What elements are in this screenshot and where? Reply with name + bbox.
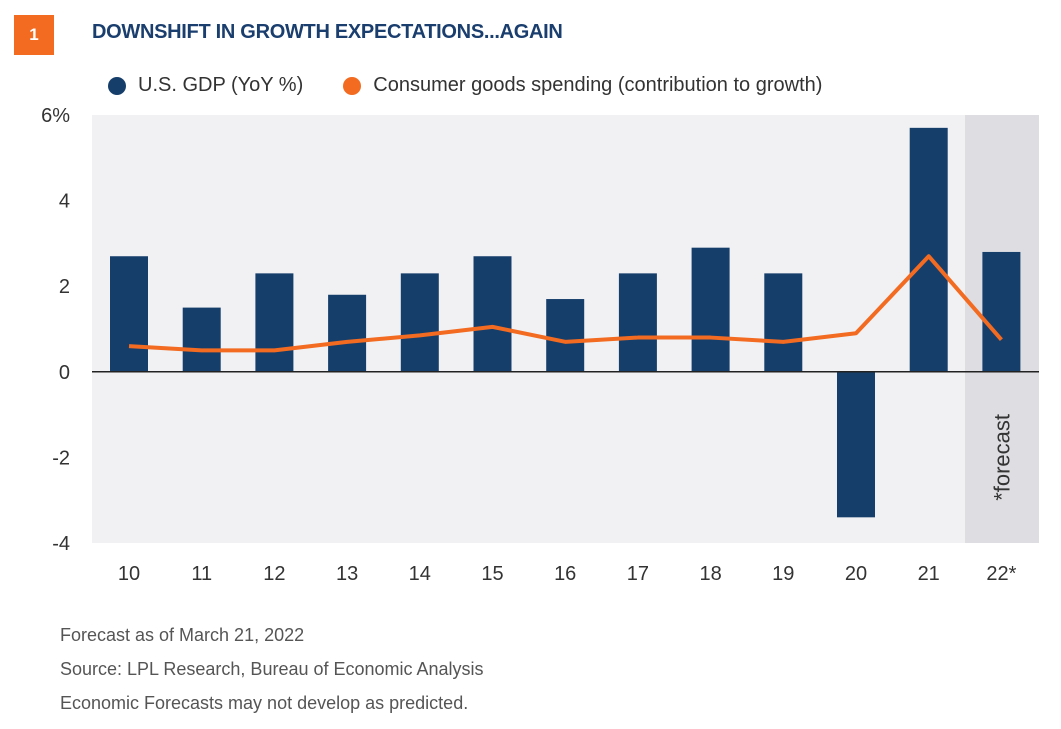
chart-title: DOWNSHIFT IN GROWTH EXPECTATIONS...AGAIN xyxy=(92,21,563,43)
gdp-bar xyxy=(110,256,148,372)
gdp-bar xyxy=(400,273,439,372)
x-tick-label: 17 xyxy=(627,563,649,585)
x-tick-label: 11 xyxy=(191,563,212,585)
y-tick-label: 2 xyxy=(59,276,70,298)
x-tick-label: 19 xyxy=(772,563,794,585)
legend-item-consumer: Consumer goods spending (contribution to… xyxy=(343,74,822,97)
gdp-bar xyxy=(982,251,1021,372)
figure-number-badge: 1 xyxy=(14,15,54,55)
footnote-forecast-date: Forecast as of March 21, 2022 xyxy=(60,625,305,645)
x-tick-label: 13 xyxy=(336,563,358,585)
gdp-bar xyxy=(909,127,948,372)
legend-dot-gdp xyxy=(108,76,126,95)
chart-plot: -4 -2 0 2 4 6% 10 11 12 13 14 15 16 17 18 19 20 21 22* *f… xyxy=(41,105,1039,585)
y-tick-label: 4 xyxy=(59,191,70,213)
y-tick-label: -4 xyxy=(52,533,70,555)
gdp-bar xyxy=(837,371,875,518)
gdp-bar xyxy=(255,273,294,372)
legend: U.S. GDP (YoY %) Consumer goods spending… xyxy=(108,74,862,97)
y-tick-label: 6% xyxy=(41,105,70,127)
footnote-source: Source: LPL Research, Bureau of Economic… xyxy=(60,659,484,679)
gdp-bar xyxy=(473,256,512,372)
y-tick-label: -2 xyxy=(52,447,70,469)
footnote-disclaimer: Economic Forecasts may not develop as pr… xyxy=(60,693,469,713)
x-tick-label: 15 xyxy=(481,563,503,585)
forecast-label: *forecast xyxy=(989,414,1014,501)
x-tick-label: 16 xyxy=(554,563,576,585)
footnotes: Forecast as of March 21, 2022 Source: LP… xyxy=(60,618,484,720)
x-tick-label: 18 xyxy=(699,563,721,585)
legend-label-consumer: Consumer goods spending (contribution to… xyxy=(373,74,823,96)
gdp-bar xyxy=(546,299,585,372)
y-tick-label: 0 xyxy=(59,362,70,384)
legend-label-gdp: U.S. GDP (YoY %) xyxy=(138,74,304,96)
legend-dot-consumer xyxy=(343,76,362,95)
gdp-bar xyxy=(182,307,221,372)
gdp-bar xyxy=(691,247,730,372)
legend-item-gdp: U.S. GDP (YoY %) xyxy=(108,74,303,97)
x-tick-label: 21 xyxy=(918,563,940,585)
gdp-bar xyxy=(328,294,367,372)
x-tick-label: 10 xyxy=(118,563,140,585)
x-tick-label: 14 xyxy=(409,563,431,585)
x-tick-label: 12 xyxy=(263,563,285,585)
x-tick-label: 22* xyxy=(986,563,1016,585)
gdp-bar xyxy=(764,273,803,372)
x-tick-label: 20 xyxy=(845,563,867,585)
gdp-bar xyxy=(618,273,657,372)
